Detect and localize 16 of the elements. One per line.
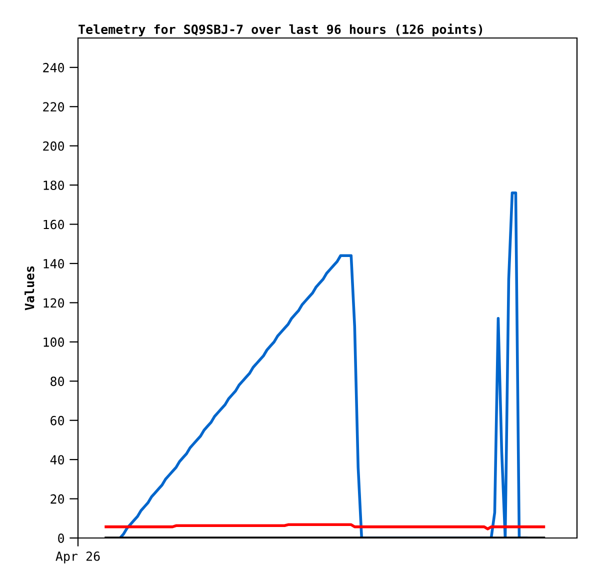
y-axis-title: Values [24, 266, 34, 310]
y-tick-label: 60 [50, 416, 64, 426]
chart-title: Telemetry for SQ9SBJ-7 over last 96 hours (126 points) [78, 24, 482, 36]
y-tick-label: 160 [44, 220, 64, 230]
y-tick-label: 40 [50, 455, 64, 465]
y-tick-label: 80 [50, 376, 64, 386]
y-tick-label: 140 [44, 258, 64, 268]
y-tick-label: 20 [50, 494, 64, 504]
y-tick-label: 0 [58, 534, 64, 543]
y-tick-label: 100 [44, 337, 64, 347]
y-tick-label: 120 [44, 298, 64, 308]
y-tick-label: 240 [43, 62, 64, 72]
y-tick-label: 200 [43, 141, 64, 151]
x-tick-label: Apr 26 [56, 551, 100, 564]
y-tick-label: 180 [44, 180, 64, 190]
y-tick-label: 220 [43, 102, 64, 112]
